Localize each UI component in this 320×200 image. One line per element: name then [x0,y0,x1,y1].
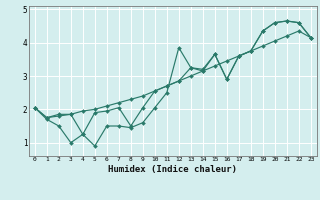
X-axis label: Humidex (Indice chaleur): Humidex (Indice chaleur) [108,165,237,174]
